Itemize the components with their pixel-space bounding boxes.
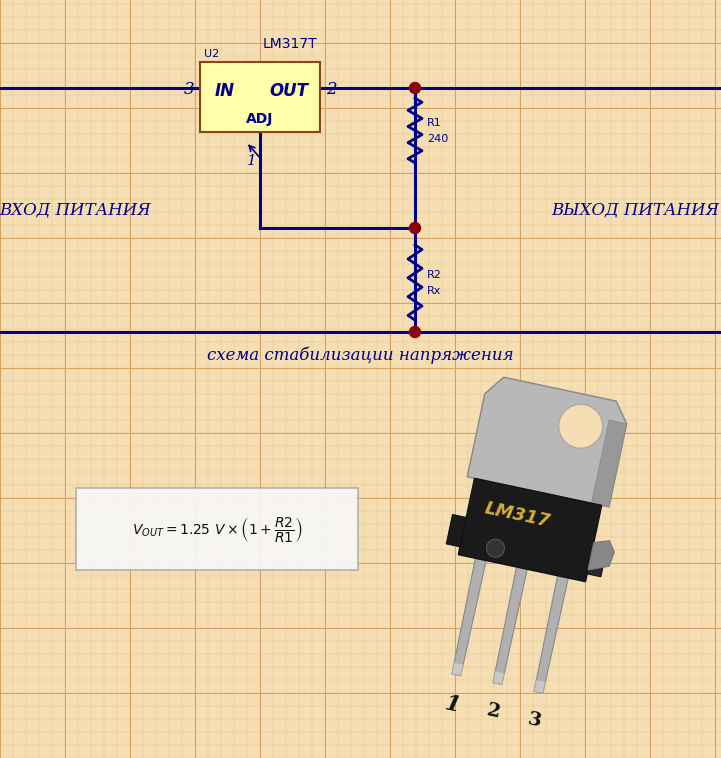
Text: R2: R2 [427, 270, 442, 280]
Text: 240: 240 [427, 133, 448, 143]
Text: 3: 3 [183, 80, 194, 98]
Circle shape [410, 223, 420, 233]
Text: OUT: OUT [269, 82, 308, 100]
Circle shape [410, 83, 420, 93]
Circle shape [410, 327, 420, 337]
Text: IN: IN [215, 82, 235, 100]
Text: схема стабилизации напряжения: схема стабилизации напряжения [207, 346, 514, 364]
Text: 2: 2 [326, 80, 337, 98]
Text: U2: U2 [204, 49, 219, 59]
Text: ВХОД ПИТАНИЯ: ВХОД ПИТАНИЯ [0, 202, 151, 218]
Text: ВЫХОД ПИТАНИЯ: ВЫХОД ПИТАНИЯ [551, 202, 719, 218]
Text: R1: R1 [427, 117, 442, 127]
FancyBboxPatch shape [200, 62, 320, 132]
FancyBboxPatch shape [76, 488, 358, 570]
Text: 1: 1 [247, 154, 257, 168]
Text: Rx: Rx [427, 286, 441, 296]
Text: $V_{OUT} = 1.25\ V \times \left(1 + \dfrac{R2}{R1}\right)$: $V_{OUT} = 1.25\ V \times \left(1 + \dfr… [132, 515, 302, 543]
Text: LM317T: LM317T [262, 37, 317, 51]
Text: ADJ: ADJ [247, 112, 274, 126]
